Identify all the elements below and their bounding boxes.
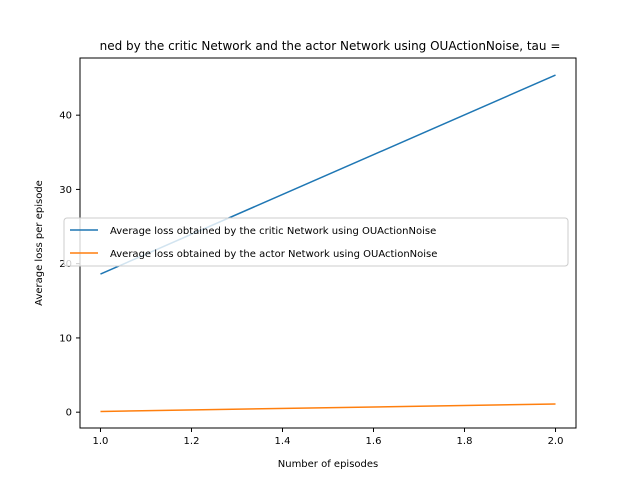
y-tick-label: 0 <box>66 408 72 419</box>
legend-entries: Average loss obtained by the critic Netw… <box>70 226 437 260</box>
y-axis-label: Average loss per episode <box>34 180 45 306</box>
y-tick-label: 40 <box>59 111 72 122</box>
y-tick-label: 30 <box>59 185 72 196</box>
x-tick-label: 1.6 <box>366 436 382 447</box>
x-tick-label: 1.2 <box>184 436 200 447</box>
y-tick-label: 10 <box>59 333 72 344</box>
x-axis-label: Number of episodes <box>278 459 378 470</box>
legend: Average loss obtained by the critic Netw… <box>63 217 569 267</box>
legend-label-1: Average loss obtained by the critic Netw… <box>110 226 436 237</box>
x-tick-label: 2.0 <box>548 436 564 447</box>
legend-label-2: Average loss obtained by the actor Netwo… <box>110 249 437 260</box>
series-line-2 <box>100 403 556 413</box>
legend-box <box>63 217 569 267</box>
x-axis-ticks: 1.0 1.2 1.4 1.6 1.8 2.0 <box>93 428 564 447</box>
x-tick-label: 1.8 <box>457 436 473 447</box>
x-tick-label: 1.4 <box>275 436 291 447</box>
x-tick-label: 1.0 <box>93 436 109 447</box>
chart-title: ned by the critic Network and the actor … <box>100 39 561 53</box>
